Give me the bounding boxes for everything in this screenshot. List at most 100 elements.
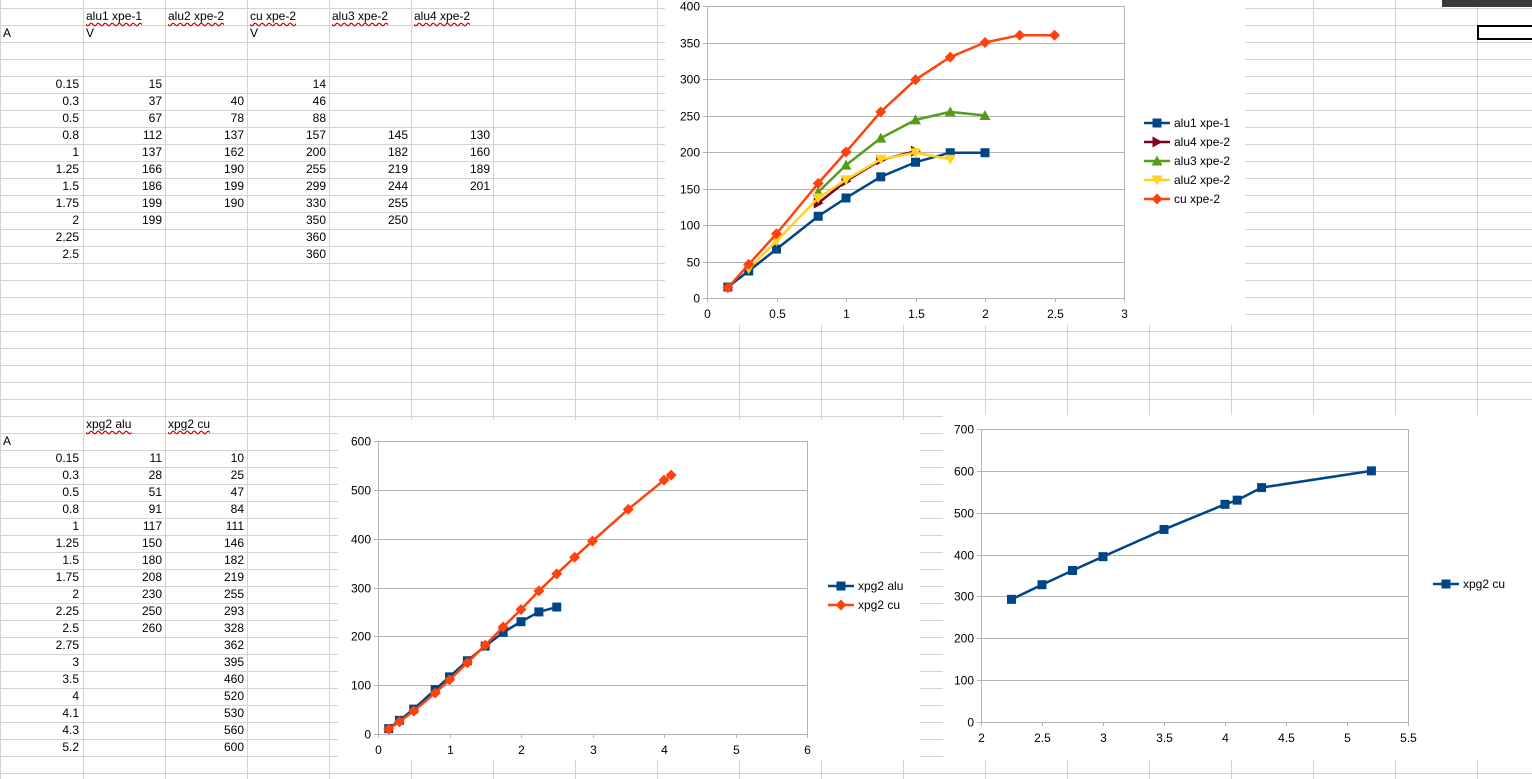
data-cell[interactable]: 67 <box>148 111 162 125</box>
column-header[interactable]: xpg2 alu <box>86 417 132 431</box>
data-cell[interactable]: 0.5 <box>62 485 79 499</box>
data-cell[interactable]: 208 <box>141 570 162 584</box>
data-cell[interactable]: 180 <box>141 553 162 567</box>
data-cell[interactable]: 37 <box>148 94 162 108</box>
column-header[interactable]: alu1 xpe-1 <box>86 9 143 23</box>
data-cell[interactable]: 1.75 <box>55 196 79 210</box>
chart-1-xpe[interactable]: 0 50 100 150 200 250 300 350 400 0 0.5 1 1.5 2 2.5 3 alu… <box>665 0 1245 325</box>
data-cell[interactable]: 78 <box>230 111 244 125</box>
data-cell[interactable]: 14 <box>312 77 326 91</box>
data-cell[interactable]: 186 <box>141 179 162 193</box>
data-cell[interactable]: 1.25 <box>55 536 79 550</box>
data-cell[interactable]: 145 <box>387 128 408 142</box>
data-cell[interactable]: 362 <box>223 638 244 652</box>
data-cell[interactable]: 117 <box>142 519 162 533</box>
data-cell[interactable]: 182 <box>223 553 244 567</box>
data-cell[interactable]: 1 <box>72 145 79 159</box>
data-cell[interactable]: 28 <box>148 468 162 482</box>
data-cell[interactable]: 350 <box>305 213 326 227</box>
data-cell[interactable]: 15 <box>148 77 162 91</box>
data-cell[interactable]: 189 <box>469 162 490 176</box>
column-header[interactable]: alu2 xpe-2 <box>168 9 225 23</box>
data-cell[interactable]: 0.8 <box>62 502 79 516</box>
data-cell[interactable]: 520 <box>223 689 244 703</box>
data-cell[interactable]: 3 <box>72 655 79 669</box>
data-cell[interactable]: 199 <box>141 213 162 227</box>
data-cell[interactable]: 137 <box>141 145 162 159</box>
data-cell[interactable]: 0.15 <box>55 451 79 465</box>
unit-cell[interactable]: V <box>250 26 259 40</box>
data-cell[interactable]: 190 <box>223 196 244 210</box>
data-cell[interactable]: 293 <box>223 604 244 618</box>
data-cell[interactable]: 137 <box>223 128 244 142</box>
data-cell[interactable]: 111 <box>225 519 244 533</box>
data-cell[interactable]: 11 <box>149 451 162 465</box>
data-cell[interactable]: 25 <box>230 468 244 482</box>
column-header[interactable]: alu4 xpe-2 <box>414 9 471 23</box>
data-cell[interactable]: 162 <box>223 145 244 159</box>
data-cell[interactable]: 0.3 <box>62 468 79 482</box>
data-cell[interactable]: 91 <box>148 502 162 516</box>
data-cell[interactable]: 260 <box>141 621 162 635</box>
data-cell[interactable]: 200 <box>305 145 326 159</box>
chart-2-xpg2[interactable]: 0 100 200 300 400 500 600 0 1 2 3 4 5 6 xpg2 alu xpg2 c… <box>338 420 920 760</box>
data-cell[interactable]: 0.8 <box>62 128 79 142</box>
data-cell[interactable]: 1.5 <box>62 179 79 193</box>
data-cell[interactable]: 130 <box>469 128 490 142</box>
data-cell[interactable]: 47 <box>230 485 244 499</box>
unit-cell[interactable]: A <box>3 434 12 448</box>
data-cell[interactable]: 199 <box>141 196 162 210</box>
data-cell[interactable]: 255 <box>223 587 244 601</box>
data-cell[interactable]: 157 <box>305 128 326 142</box>
data-cell[interactable]: 1.5 <box>62 553 79 567</box>
data-cell[interactable]: 88 <box>312 111 326 125</box>
data-cell[interactable]: 2 <box>72 213 79 227</box>
selected-cell-cursor[interactable] <box>1477 25 1532 40</box>
data-cell[interactable]: 2.5 <box>62 621 79 635</box>
data-cell[interactable]: 600 <box>223 740 244 754</box>
data-cell[interactable]: 360 <box>305 230 326 244</box>
data-cell[interactable]: 560 <box>223 723 244 737</box>
data-cell[interactable]: 250 <box>141 604 162 618</box>
data-cell[interactable]: 4 <box>72 689 79 703</box>
data-cell[interactable]: 150 <box>141 536 162 550</box>
data-cell[interactable]: 190 <box>223 162 244 176</box>
column-header[interactable]: alu3 xpe-2 <box>332 9 389 23</box>
data-cell[interactable]: 0.3 <box>62 94 79 108</box>
data-cell[interactable]: 1.25 <box>55 162 79 176</box>
data-cell[interactable]: 51 <box>148 485 162 499</box>
data-cell[interactable]: 182 <box>387 145 408 159</box>
data-cell[interactable]: 0.5 <box>62 111 79 125</box>
data-cell[interactable]: 112 <box>142 128 162 142</box>
data-cell[interactable]: 395 <box>223 655 244 669</box>
data-cell[interactable]: 328 <box>223 621 244 635</box>
data-cell[interactable]: 166 <box>141 162 162 176</box>
data-cell[interactable]: 46 <box>312 94 326 108</box>
data-cell[interactable]: 40 <box>230 94 244 108</box>
data-cell[interactable]: 299 <box>305 179 326 193</box>
column-header[interactable]: xpg2 cu <box>168 417 211 431</box>
data-cell[interactable]: 4.1 <box>62 706 79 720</box>
unit-cell[interactable]: V <box>86 26 95 40</box>
data-cell[interactable]: 1 <box>72 519 79 533</box>
data-cell[interactable]: 2.25 <box>55 230 79 244</box>
data-cell[interactable]: 160 <box>469 145 490 159</box>
data-cell[interactable]: 330 <box>305 196 326 210</box>
data-cell[interactable]: 530 <box>223 706 244 720</box>
data-cell[interactable]: 250 <box>387 213 408 227</box>
data-cell[interactable]: 255 <box>305 162 326 176</box>
data-cell[interactable]: 1.75 <box>55 570 79 584</box>
data-cell[interactable]: 460 <box>223 672 244 686</box>
data-cell[interactable]: 0.15 <box>55 77 79 91</box>
data-cell[interactable]: 5.2 <box>62 740 79 754</box>
chart-3-xpg2-cu[interactable]: 0 100 200 300 400 500 600 700 2 2.5 3 3.5 4 4.5 5 5.5 xp… <box>943 415 1532 760</box>
unit-cell[interactable]: A <box>3 26 12 40</box>
data-cell[interactable]: 255 <box>387 196 408 210</box>
data-cell[interactable]: 2.5 <box>62 247 79 261</box>
data-cell[interactable]: 2.75 <box>55 638 79 652</box>
data-cell[interactable]: 230 <box>141 587 162 601</box>
data-cell[interactable]: 360 <box>305 247 326 261</box>
data-cell[interactable]: 201 <box>469 179 490 193</box>
data-cell[interactable]: 4.3 <box>62 723 79 737</box>
data-cell[interactable]: 3.5 <box>62 672 79 686</box>
